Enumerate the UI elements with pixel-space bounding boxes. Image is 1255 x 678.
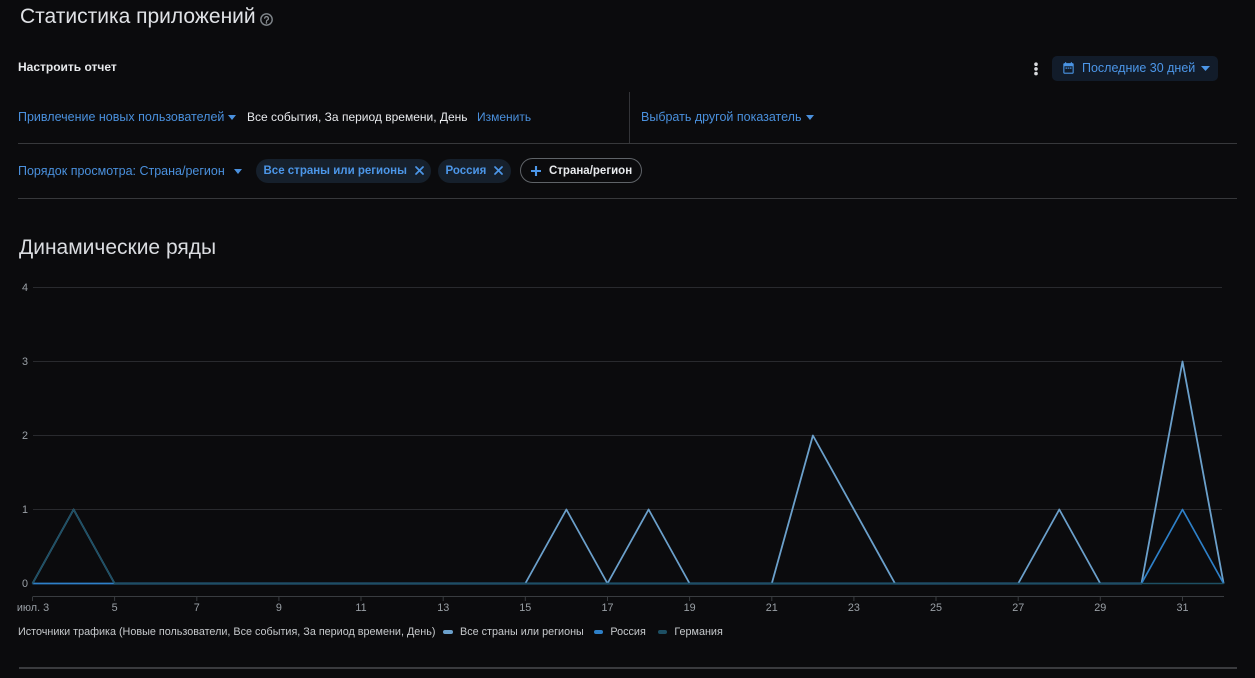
svg-text:2: 2 [22,430,28,442]
svg-text:3: 3 [22,356,28,368]
svg-text:19: 19 [684,602,696,614]
svg-text:0: 0 [22,578,28,590]
svg-text:11: 11 [355,602,366,614]
svg-text:7: 7 [194,602,200,614]
svg-text:13: 13 [437,602,449,614]
svg-text:23: 23 [848,602,860,614]
svg-text:31: 31 [1176,602,1188,614]
svg-text:25: 25 [930,602,942,614]
svg-text:5: 5 [112,602,118,614]
svg-text:27: 27 [1012,602,1024,614]
svg-text:июл. 3: июл. 3 [17,602,49,614]
svg-text:17: 17 [601,602,613,614]
svg-text:29: 29 [1094,602,1106,614]
svg-text:1: 1 [22,504,28,516]
svg-text:9: 9 [276,602,282,614]
svg-text:15: 15 [519,602,531,614]
svg-text:4: 4 [22,282,28,294]
svg-text:21: 21 [766,602,778,614]
